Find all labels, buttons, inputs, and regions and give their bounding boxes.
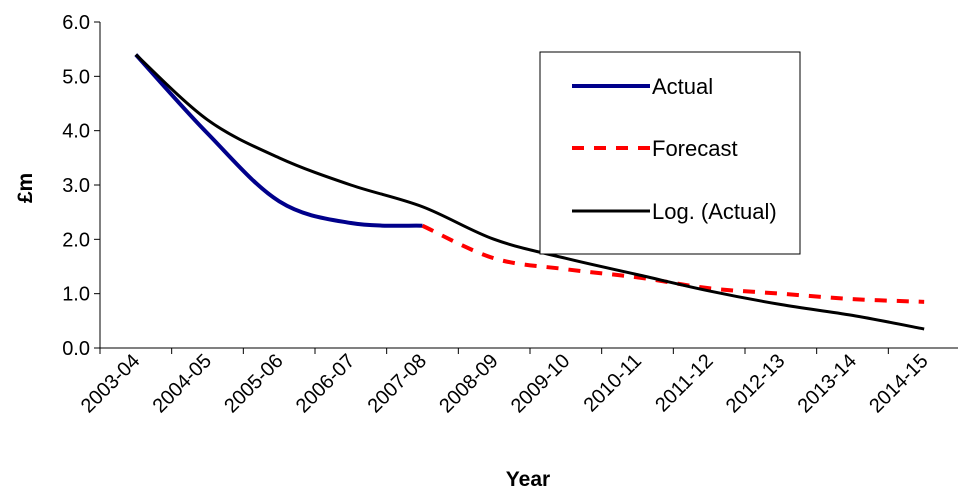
legend-label-log-actual: Log. (Actual) [652,199,777,224]
x-tick-label: 2011-12 [651,350,717,416]
x-tick-label: 2013-14 [794,350,861,417]
x-axis-title: Year [506,468,550,491]
series-layer [134,53,925,331]
y-tick-label: 0.0 [62,338,90,360]
plot-area: 0.0 1.0 2.0 3.0 4.0 5.0 6.0 2003-04 2004-05 2005… [62,12,958,417]
x-tick-label: 2010-11 [580,350,646,416]
series-line-actual [134,53,423,228]
x-tick-label: 2003-04 [77,350,144,417]
y-tick-label: 5.0 [62,66,90,88]
legend: Actual Forecast Log. (Actual) [539,51,801,255]
x-tick-label: 2007-08 [364,350,431,417]
y-tick-label: 4.0 [62,121,90,143]
series-line-log-actual [134,53,925,331]
y-tick-label: 6.0 [62,12,90,34]
y-ticks: 0.0 1.0 2.0 3.0 4.0 5.0 6.0 [62,12,100,360]
y-axis-title: £m [14,173,37,203]
y-tick-label: 1.0 [62,284,90,306]
x-tick-label: 2005-06 [220,350,287,417]
x-tick-label: 2008-09 [435,350,502,417]
x-tick-label: 2012-13 [722,350,789,417]
y-tick-label: 3.0 [62,175,90,197]
y-tick-label: 2.0 [62,229,90,251]
x-tick-label: 2004-05 [149,350,216,417]
legend-label-forecast: Forecast [652,136,738,161]
x-ticks: 2003-04 2004-05 2005-06 2006-07 2007-08 2008-… [77,348,933,417]
x-tick-label: 2014-15 [865,350,932,417]
x-tick-label: 2006-07 [292,350,359,417]
legend-label-actual: Actual [652,74,713,99]
x-tick-label: 2009-10 [507,350,574,417]
